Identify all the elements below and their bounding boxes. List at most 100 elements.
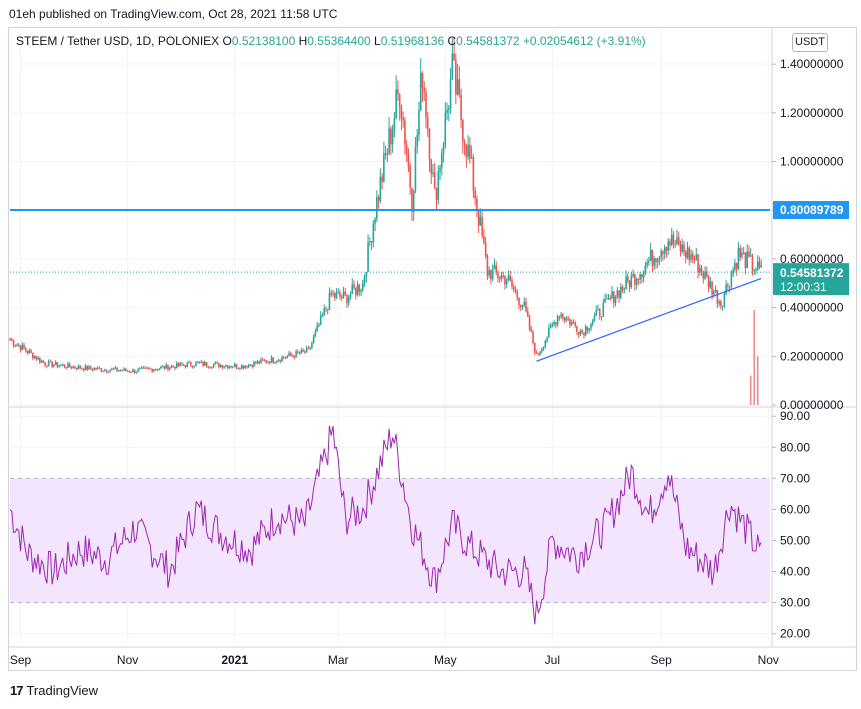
- candle-body: [319, 315, 322, 326]
- candle-body: [302, 350, 304, 352]
- candle-body: [232, 366, 234, 368]
- candle-body: [354, 288, 357, 295]
- candle-body: [505, 280, 508, 285]
- candle-body: [84, 365, 87, 371]
- candle-body: [720, 301, 722, 306]
- candle-body: [574, 322, 576, 327]
- candle-body: [9, 339, 11, 341]
- candle-body: [404, 120, 406, 145]
- candle-body: [760, 265, 763, 268]
- candle: [300, 347, 303, 354]
- candle-body: [284, 357, 287, 359]
- candle-body: [395, 89, 397, 118]
- candle-body: [555, 322, 557, 325]
- candle-body: [95, 368, 97, 370]
- candle: [637, 278, 640, 286]
- candle-body: [426, 117, 429, 129]
- candle: [544, 339, 547, 349]
- candle-body: [644, 265, 647, 272]
- candle-body: [618, 290, 620, 298]
- candle-body: [325, 308, 327, 310]
- candle: [449, 68, 452, 114]
- candle-body: [40, 360, 43, 363]
- candle: [275, 360, 278, 364]
- candle: [235, 363, 238, 370]
- candle: [567, 315, 569, 322]
- candle-body: [146, 367, 148, 369]
- rsi-tick-label: 90.00: [780, 409, 810, 423]
- candle: [376, 190, 378, 223]
- candle: [111, 367, 113, 371]
- candle: [409, 162, 411, 195]
- candle: [439, 164, 441, 180]
- candle: [369, 236, 371, 247]
- candle-body: [397, 89, 399, 95]
- candle: [361, 279, 364, 293]
- candle: [651, 249, 654, 273]
- candle-body: [377, 197, 380, 201]
- candle: [132, 368, 134, 373]
- candle: [758, 256, 761, 270]
- candle-body: [627, 276, 629, 281]
- candle-body: [300, 350, 303, 354]
- candle: [168, 366, 171, 371]
- candle: [491, 264, 494, 282]
- candle: [660, 248, 662, 262]
- candle-body: [411, 187, 413, 212]
- candle-body: [307, 348, 310, 350]
- candle-body: [77, 365, 80, 369]
- candle: [612, 291, 615, 308]
- candle: [497, 270, 499, 283]
- candle-body: [316, 325, 318, 332]
- candle: [223, 365, 225, 369]
- candle: [623, 287, 626, 294]
- candle-body: [365, 271, 368, 277]
- candle: [574, 320, 576, 329]
- candle: [672, 230, 675, 249]
- candle: [512, 283, 515, 293]
- candle-body: [421, 72, 424, 88]
- candle-body: [535, 352, 538, 354]
- candle-body: [230, 366, 232, 368]
- candle: [249, 363, 252, 366]
- candle: [349, 291, 352, 300]
- candle-body: [521, 306, 524, 308]
- candle: [242, 365, 245, 370]
- candle: [281, 355, 283, 362]
- candle-body: [346, 294, 348, 304]
- candle-body: [691, 253, 694, 260]
- candle: [354, 287, 357, 300]
- candle: [125, 367, 127, 372]
- candle-body: [502, 275, 505, 277]
- rsi-tick-label: 40.00: [780, 565, 810, 579]
- hline-price-label: 0.80089789: [780, 203, 844, 217]
- tradingview-footer[interactable]: 17 TradingView: [10, 683, 98, 698]
- candle: [332, 289, 334, 297]
- candle-body: [126, 370, 129, 372]
- currency-button[interactable]: USDT: [792, 33, 828, 52]
- candle-body: [560, 314, 562, 317]
- candle: [133, 369, 136, 375]
- candle-body: [149, 368, 152, 370]
- candle: [370, 240, 373, 251]
- candle: [386, 148, 389, 163]
- candle: [82, 368, 85, 372]
- candle-body: [577, 331, 580, 335]
- candle-body: [177, 363, 180, 366]
- candle-body: [490, 270, 492, 280]
- candle-body: [247, 364, 250, 368]
- candle: [161, 364, 164, 368]
- candle-body: [623, 289, 626, 291]
- candle: [760, 259, 763, 269]
- candle-body: [437, 171, 440, 200]
- candle: [102, 370, 104, 373]
- candle-body: [379, 176, 382, 201]
- candle: [56, 361, 59, 369]
- candle-body: [523, 301, 526, 307]
- candle-body: [23, 344, 25, 349]
- candle: [604, 293, 606, 303]
- candle: [261, 357, 264, 361]
- candle-body: [239, 367, 241, 369]
- current-price-tag: [773, 263, 849, 296]
